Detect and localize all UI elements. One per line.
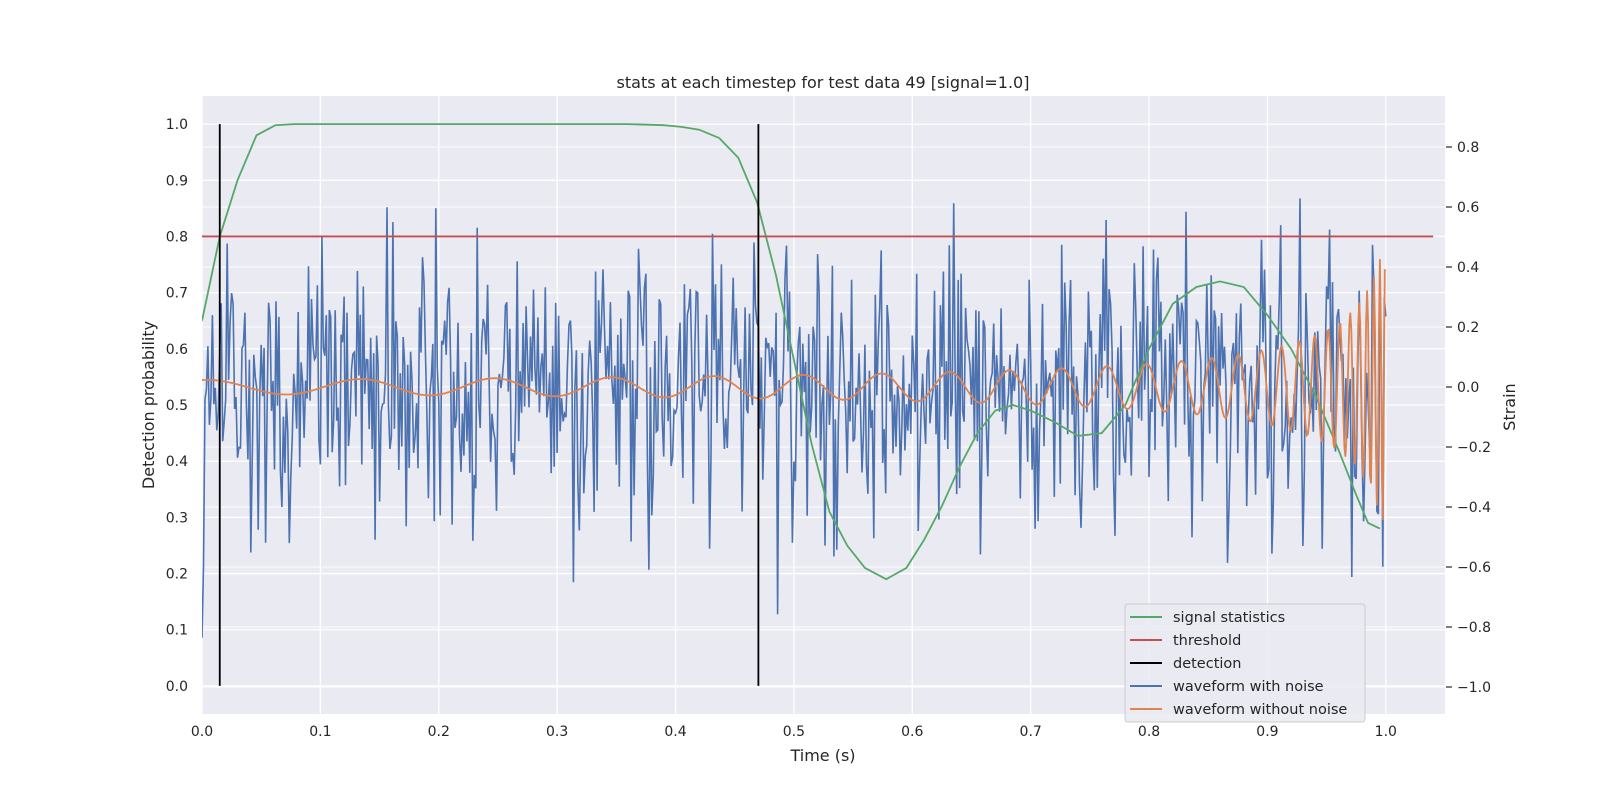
right-y-tick-label: −0.2 — [1457, 440, 1491, 456]
legend-label-detection: detection — [1173, 656, 1241, 672]
chart-title: stats at each timestep for test data 49 … — [617, 73, 1030, 92]
right-y-tick-label: 0.8 — [1457, 140, 1479, 156]
legend-box — [1124, 603, 1366, 723]
y-tick-label: 0.6 — [166, 342, 188, 358]
right-y-axis-label: Strain — [1500, 383, 1519, 430]
legend-label-signal: signal statistics — [1173, 610, 1285, 626]
x-axis-label: Time (s) — [789, 746, 855, 765]
y-tick-label: 0.7 — [166, 286, 188, 302]
right-y-tick-label: 0.4 — [1457, 260, 1479, 276]
x-tick-label: 0.4 — [664, 724, 686, 740]
legend-label-threshold: threshold — [1173, 633, 1241, 649]
y-tick-label: 1.0 — [166, 117, 188, 133]
x-tick-label: 0.6 — [901, 724, 923, 740]
x-tick-label: 0.0 — [191, 724, 213, 740]
legend-label-noisy: waveform with noise — [1173, 679, 1324, 695]
right-y-tick-label: 0.0 — [1457, 380, 1479, 396]
x-tick-label: 0.2 — [428, 724, 450, 740]
right-y-tick-label: −0.4 — [1457, 500, 1491, 516]
y-axis-ticks: 0.0 0.1 0.2 0.3 0.4 0.5 0.6 0.7 0.8 0.9 1.0 — [166, 117, 188, 695]
y-axis-label: Detection probability — [139, 321, 158, 489]
right-y-tick-label: 0.2 — [1457, 320, 1479, 336]
x-tick-label: 0.8 — [1138, 724, 1160, 740]
y-tick-label: 0.1 — [166, 623, 188, 639]
x-tick-label: 0.1 — [309, 724, 331, 740]
x-tick-label: 0.3 — [546, 724, 568, 740]
right-y-tick-label: −1.0 — [1457, 680, 1491, 696]
y-tick-label: 0.5 — [166, 398, 188, 414]
right-y-axis-ticks: −1.0 −0.8 −0.6 −0.4 −0.2 0.0 0.2 0.4 0.6 0.8 — [1446, 140, 1491, 696]
right-y-tick-label: 0.6 — [1457, 200, 1479, 216]
x-tick-label: 0.7 — [1020, 724, 1042, 740]
right-y-tick-label: −0.8 — [1457, 620, 1491, 636]
y-tick-label: 0.3 — [166, 510, 188, 526]
y-tick-label: 0.2 — [166, 567, 188, 583]
y-tick-label: 0.9 — [166, 173, 188, 189]
x-tick-label: 1.0 — [1375, 724, 1397, 740]
x-tick-label: 0.5 — [783, 724, 805, 740]
series-signal-statistics — [202, 123, 1381, 581]
x-tick-label: 0.9 — [1256, 724, 1278, 740]
series-waveform-with-noise — [202, 198, 1387, 638]
legend-label-clean: waveform without noise — [1173, 702, 1347, 718]
series-layer — [202, 123, 1434, 686]
y-tick-label: 0.8 — [166, 229, 188, 245]
legend: signal statistics threshold detection wa… — [1124, 603, 1366, 723]
series-waveform-without-noise — [202, 259, 1386, 520]
y-tick-label: 0.4 — [166, 454, 188, 470]
y-tick-label: 0.0 — [166, 679, 188, 695]
right-y-tick-label: −0.6 — [1457, 560, 1491, 576]
x-axis-ticks: 0.0 0.1 0.2 0.3 0.4 0.5 0.6 0.7 0.8 0.9 1.0 — [191, 724, 1397, 740]
